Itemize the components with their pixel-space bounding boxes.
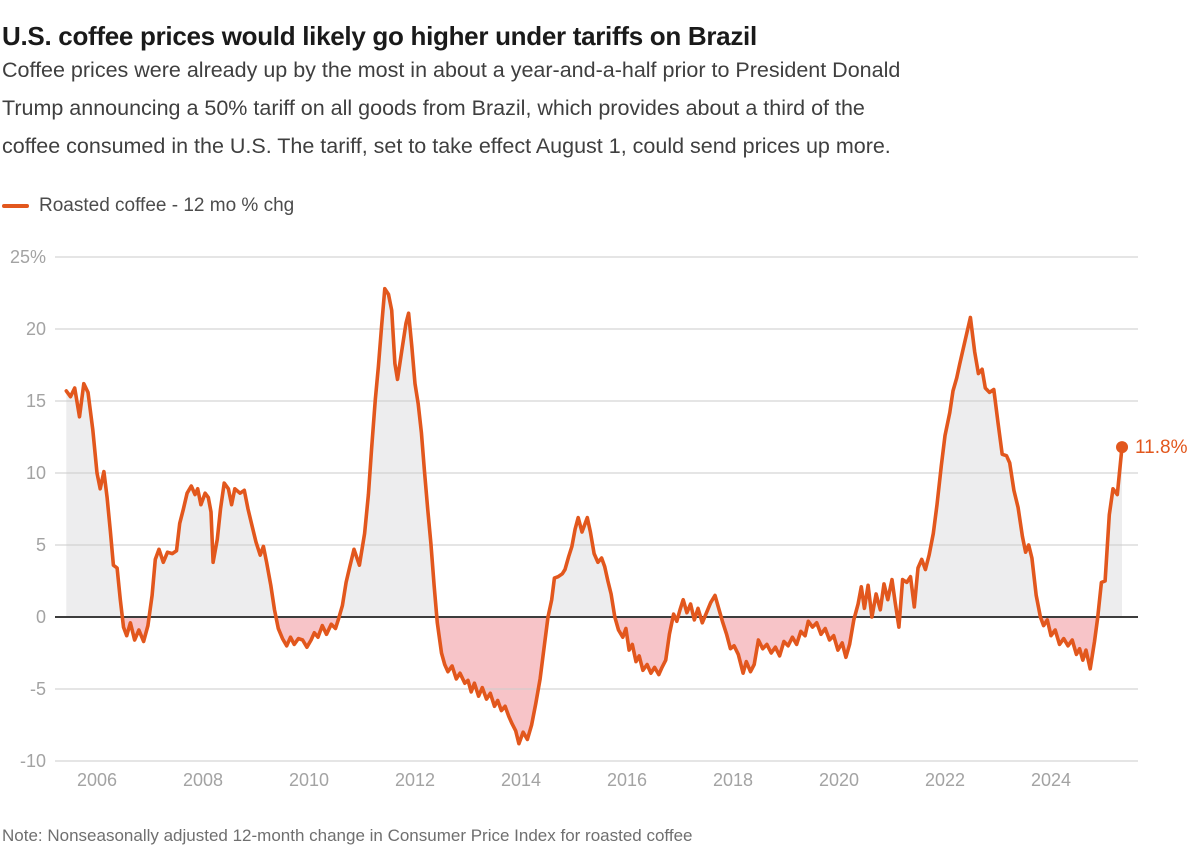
footnote: Note: Nonseasonally adjusted 12-month ch… (2, 826, 693, 845)
y-axis-tick-label: 25% (10, 247, 46, 267)
chart-subtitle: Coffee prices were already up by the mos… (2, 51, 1182, 165)
subtitle-line-1: Coffee prices were already up by the mos… (2, 58, 901, 82)
legend: Roasted coffee - 12 mo % chg (2, 195, 294, 217)
x-axis-tick-label: 2008 (183, 770, 223, 790)
area-fill-positive (66, 288, 1122, 617)
latest-value-label: 11.8% (1135, 437, 1187, 458)
y-axis-tick-label: 15 (26, 391, 46, 411)
x-axis-tick-label: 2024 (1031, 770, 1071, 790)
x-axis-tick-label: 2020 (819, 770, 859, 790)
x-axis-tick-label: 2018 (713, 770, 753, 790)
page-title: U.S. coffee prices would likely go highe… (2, 21, 757, 52)
x-axis-tick-label: 2014 (501, 770, 541, 790)
y-axis-tick-label: 5 (36, 535, 46, 555)
x-axis-tick-label: 2012 (395, 770, 435, 790)
roasted-coffee-series-line (64, 286, 1124, 746)
x-axis-tick-label: 2016 (607, 770, 647, 790)
y-axis-tick-label: 0 (36, 607, 46, 627)
y-axis-tick-label: -10 (20, 751, 46, 771)
x-axis-tick-label: 2022 (925, 770, 965, 790)
latest-value-dot (1116, 441, 1129, 454)
legend-label: Roasted coffee - 12 mo % chg (39, 195, 295, 216)
x-axis-tick-label: 2006 (77, 770, 117, 790)
y-axis-tick-label: 20 (26, 319, 46, 339)
subtitle-line-3: coffee consumed in the U.S. The tariff, … (2, 134, 891, 158)
subtitle-line-2: Trump announcing a 50% tariff on all goo… (2, 96, 865, 120)
y-axis-tick-label: -5 (30, 679, 46, 699)
x-axis-tick-label: 2010 (289, 770, 329, 790)
y-axis-tick-label: 10 (26, 463, 46, 483)
legend-line-swatch (2, 204, 29, 208)
